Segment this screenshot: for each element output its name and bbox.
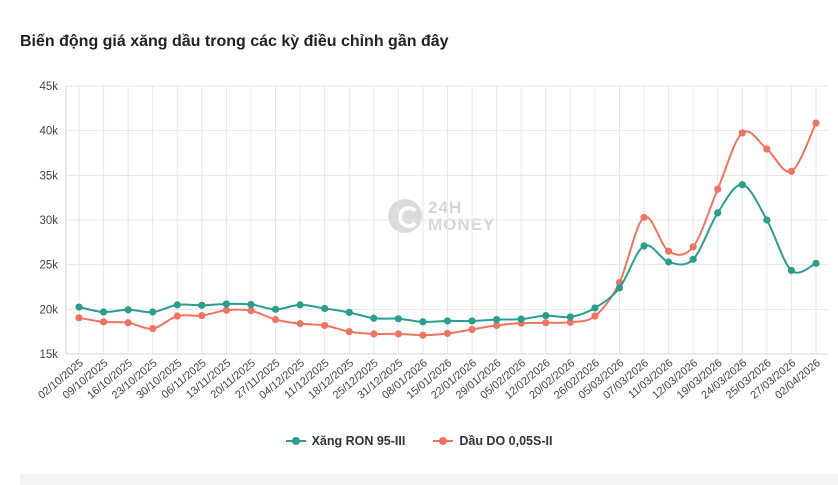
data-point-series-1 [738,129,746,137]
legend-item-do[interactable]: Dầu DO 0,05S-II [433,434,552,448]
chart-title: Biến động giá xăng dầu trong các kỳ điều… [20,33,449,50]
line-chart: 15k20k25k30k35k40k45k02/10/202509/10/202… [36,81,828,402]
data-point-series-0 [738,181,746,189]
data-point-series-1 [443,329,452,338]
data-point-series-0 [198,301,206,309]
y-tick-label: 25k [39,260,58,272]
watermark-logo-icon [388,199,422,233]
data-point-series-0 [689,255,697,263]
legend-marker-do-icon [433,436,454,446]
data-point-series-1 [345,328,353,336]
legend-label-ron95: Xăng RON 95-III [311,434,406,448]
y-tick-label: 30k [39,215,58,227]
data-point-series-0 [493,316,501,324]
data-point-series-1 [566,318,574,326]
data-point-series-0 [394,315,402,323]
data-point-series-0 [247,300,255,309]
data-point-series-1 [222,306,230,314]
data-point-series-0 [345,308,353,317]
data-point-series-1 [812,119,820,127]
data-point-series-1 [99,318,108,326]
data-point-series-0 [812,259,820,267]
data-point-series-1 [542,319,550,327]
y-tick-label: 45k [39,81,58,93]
data-point-series-0 [665,258,673,266]
data-point-series-0 [370,314,378,322]
data-point-series-1 [271,316,280,324]
data-point-series-1 [124,319,132,327]
data-point-series-1 [640,213,648,221]
data-point-series-0 [271,305,280,313]
data-point-series-0 [222,300,230,308]
y-tick-label: 20k [39,304,58,316]
data-point-series-0 [99,308,108,316]
data-point-series-1 [247,307,255,315]
data-point-series-1 [714,185,722,193]
data-point-series-0 [173,301,181,309]
data-point-series-0 [615,284,624,292]
data-point-series-1 [296,320,304,328]
data-point-series-0 [149,308,157,316]
data-point-series-1 [321,321,329,330]
legend-item-ron95[interactable]: Xăng RON 95-III [285,434,406,448]
data-point-series-0 [75,303,83,311]
data-point-series-0 [419,318,427,326]
data-point-series-1 [468,325,476,334]
data-point-series-1 [689,243,697,251]
data-point-series-1 [75,314,83,322]
chart-card [20,76,838,476]
data-point-series-1 [394,330,402,338]
data-point-series-1 [173,312,181,320]
data-point-series-1 [787,167,796,175]
y-tick-label: 15k [39,349,58,361]
data-point-series-0 [517,315,525,323]
data-point-series-0 [640,242,648,250]
y-tick-label: 35k [39,170,58,182]
data-point-series-0 [321,304,329,313]
data-point-series-1 [370,330,378,338]
data-point-series-0 [542,311,550,320]
data-point-series-1 [591,312,599,320]
data-point-series-0 [763,216,771,224]
data-point-series-1 [665,247,673,255]
data-point-series-1 [763,145,771,153]
data-point-series-0 [566,313,574,321]
data-point-series-0 [124,306,132,314]
data-point-series-0 [468,317,476,325]
legend-label-do: Dầu DO 0,05S-II [459,434,553,448]
data-point-series-0 [296,301,304,309]
data-point-series-0 [714,209,722,217]
data-point-series-1 [149,324,157,333]
legend-marker-ron95-icon [285,436,306,446]
data-point-series-1 [198,311,206,320]
data-point-series-0 [591,304,599,312]
data-point-series-1 [419,331,427,339]
y-tick-label: 40k [39,126,58,138]
data-point-series-1 [493,321,501,330]
data-point-series-0 [787,266,796,275]
data-point-series-0 [443,317,452,325]
chart-legend: Xăng RON 95-III Dầu DO 0,05S-II [0,434,838,448]
card-footer-strip [20,474,838,485]
